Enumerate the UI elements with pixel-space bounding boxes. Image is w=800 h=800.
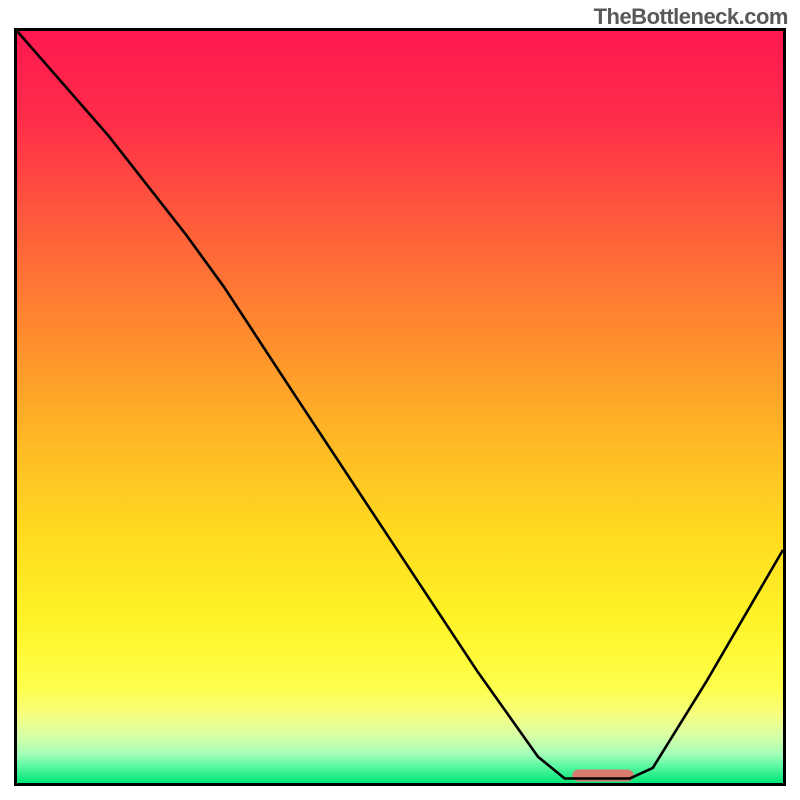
watermark-text: TheBottleneck.com: [594, 4, 788, 30]
chart-background-gradient: [17, 31, 783, 783]
chart-svg: [14, 28, 786, 786]
bottleneck-chart: [14, 28, 786, 786]
